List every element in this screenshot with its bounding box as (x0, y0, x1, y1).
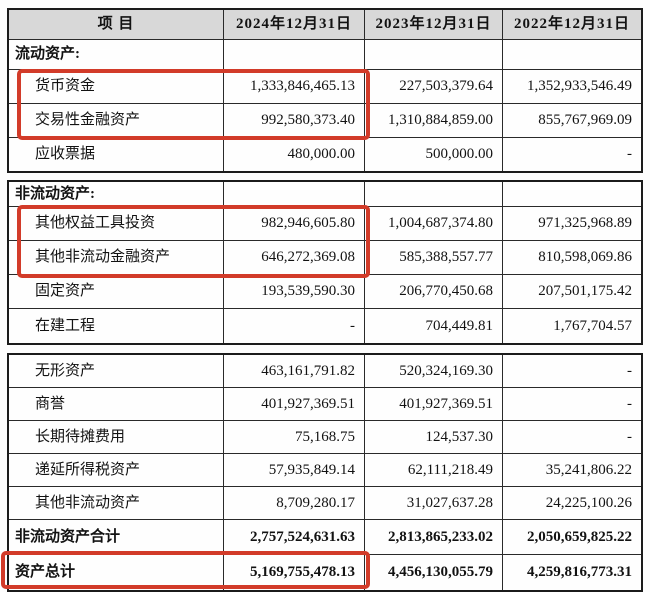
table-row: 非流动资产: (9, 182, 641, 207)
cell-2023: 227,503,379.64 (365, 70, 503, 104)
table-row: 无形资产 463,161,791.82 520,324,169.30 - (9, 355, 641, 388)
table-row: 流动资产: (9, 40, 641, 70)
cell-2024: 193,539,590.30 (224, 275, 365, 309)
cell-2024: 480,000.00 (224, 138, 365, 171)
cell-2023: 31,027,637.28 (365, 487, 503, 520)
cell-2023: 124,537.30 (365, 421, 503, 454)
cell-2023: 206,770,450.68 (365, 275, 503, 309)
cell-2024: 1,333,846,465.13 (224, 70, 365, 104)
cell-2024: 982,946,605.80 (224, 207, 365, 241)
row-label: 无形资产 (9, 355, 224, 388)
cell-2023: 1,004,687,374.80 (365, 207, 503, 241)
cell-2024: 2,757,524,631.63 (224, 520, 365, 555)
row-label: 货币资金 (9, 70, 224, 104)
table-row-subtotal: 非流动资产合计 2,757,524,631.63 2,813,865,233.0… (9, 520, 641, 555)
row-label: 其他权益工具投资 (9, 207, 224, 241)
cell-2022: - (503, 355, 641, 388)
row-label: 其他非流动资产 (9, 487, 224, 520)
table-row: 商誉 401,927,369.51 401,927,369.51 - (9, 388, 641, 421)
cell-2023: 62,111,218.49 (365, 454, 503, 487)
row-label: 非流动资产: (9, 182, 224, 207)
row-label: 交易性金融资产 (9, 104, 224, 138)
table-noncurrent-assets-1: 非流动资产: 其他权益工具投资 982,946,605.80 1,004,687… (7, 180, 643, 345)
table-noncurrent-assets-2: 无形资产 463,161,791.82 520,324,169.30 - 商誉 … (7, 353, 643, 592)
row-label: 流动资产: (9, 40, 224, 70)
table-header-row: 项 目 2024年12月31日 2023年12月31日 2022年12月31日 (9, 10, 641, 40)
cell-2022: 855,767,969.09 (503, 104, 641, 138)
row-label: 资产总计 (9, 555, 224, 590)
cell-2023: 4,456,130,055.79 (365, 555, 503, 590)
cell-2024: 646,272,369.08 (224, 241, 365, 275)
cell-2024: 5,169,755,478.13 (224, 555, 365, 590)
cell-2024 (224, 40, 365, 70)
column-header-2023: 2023年12月31日 (365, 10, 503, 40)
table-row: 其他非流动金融资产 646,272,369.08 585,388,557.77 … (9, 241, 641, 275)
table-row-grand-total: 资产总计 5,169,755,478.13 4,456,130,055.79 4… (9, 555, 641, 590)
row-label: 商誉 (9, 388, 224, 421)
row-label: 应收票据 (9, 138, 224, 171)
table-row: 固定资产 193,539,590.30 206,770,450.68 207,5… (9, 275, 641, 309)
cell-2023: 2,813,865,233.02 (365, 520, 503, 555)
table-row: 递延所得税资产 57,935,849.14 62,111,218.49 35,2… (9, 454, 641, 487)
cell-2022: 810,598,069.86 (503, 241, 641, 275)
cell-2023 (365, 40, 503, 70)
cell-2022: 1,767,704.57 (553, 317, 632, 334)
cell-2022: 4,259,816,773.31 (527, 564, 632, 580)
row-label: 其他非流动金融资产 (9, 241, 224, 275)
cell-2024: 401,927,369.51 (224, 388, 365, 421)
table-row: 长期待摊费用 75,168.75 124,537.30 - (9, 421, 641, 454)
cell-2022 (503, 40, 641, 70)
cell-2023: 500,000.00 (365, 138, 503, 171)
cell-2023: 585,388,557.77 (365, 241, 503, 275)
table-row: 交易性金融资产 992,580,373.40 1,310,884,859.00 … (9, 104, 641, 138)
cell-2024: 57,935,849.14 (224, 454, 365, 487)
table-row: 应收票据 480,000.00 500,000.00 - (9, 138, 641, 171)
column-header-item: 项 目 (9, 10, 224, 40)
cell-2023: 401,927,369.51 (365, 388, 503, 421)
column-header-2024: 2024年12月31日 (224, 10, 365, 40)
row-label: 固定资产 (9, 275, 224, 309)
cell-2022: - (503, 421, 641, 454)
cell-2022: 24,225,100.26 (503, 487, 641, 520)
cell-2024: 992,580,373.40 (224, 104, 365, 138)
table-row: 在建工程 - 704,449.81 1,767,704.57 (9, 309, 641, 343)
cell-2024: 463,161,791.82 (224, 355, 365, 388)
cell-2022: 971,325,968.89 (503, 207, 641, 241)
row-label: 长期待摊费用 (9, 421, 224, 454)
cell-2023 (365, 182, 503, 207)
cell-2023: 520,324,169.30 (365, 355, 503, 388)
cell-2024: 75,168.75 (224, 421, 365, 454)
column-header-2022: 2022年12月31日 (503, 10, 641, 40)
cell-2023: 1,310,884,859.00 (365, 104, 503, 138)
table-current-assets: 项 目 2024年12月31日 2023年12月31日 2022年12月31日 … (7, 8, 643, 173)
row-label: 非流动资产合计 (9, 520, 224, 555)
cell-2024 (224, 182, 365, 207)
cell-2024: - (224, 309, 365, 343)
row-label: 递延所得税资产 (9, 454, 224, 487)
cell-2022: 2,050,659,825.22 (503, 520, 641, 555)
cell-2022: - (503, 388, 641, 421)
cell-2023: 704,449.81 (365, 309, 503, 343)
cell-2024: 8,709,280.17 (224, 487, 365, 520)
cell-2022 (503, 182, 641, 207)
table-row: 其他权益工具投资 982,946,605.80 1,004,687,374.80… (9, 207, 641, 241)
table-row: 货币资金 1,333,846,465.13 227,503,379.64 1,3… (9, 70, 641, 104)
table-row: 其他非流动资产 8,709,280.17 31,027,637.28 24,22… (9, 487, 641, 520)
cell-2022: 35,241,806.22 (503, 454, 641, 487)
cell-2022: 1,352,933,546.49 (503, 70, 641, 104)
cell-2022: - (627, 146, 632, 162)
cell-2022: 207,501,175.42 (503, 275, 641, 309)
row-label: 在建工程 (9, 309, 224, 343)
